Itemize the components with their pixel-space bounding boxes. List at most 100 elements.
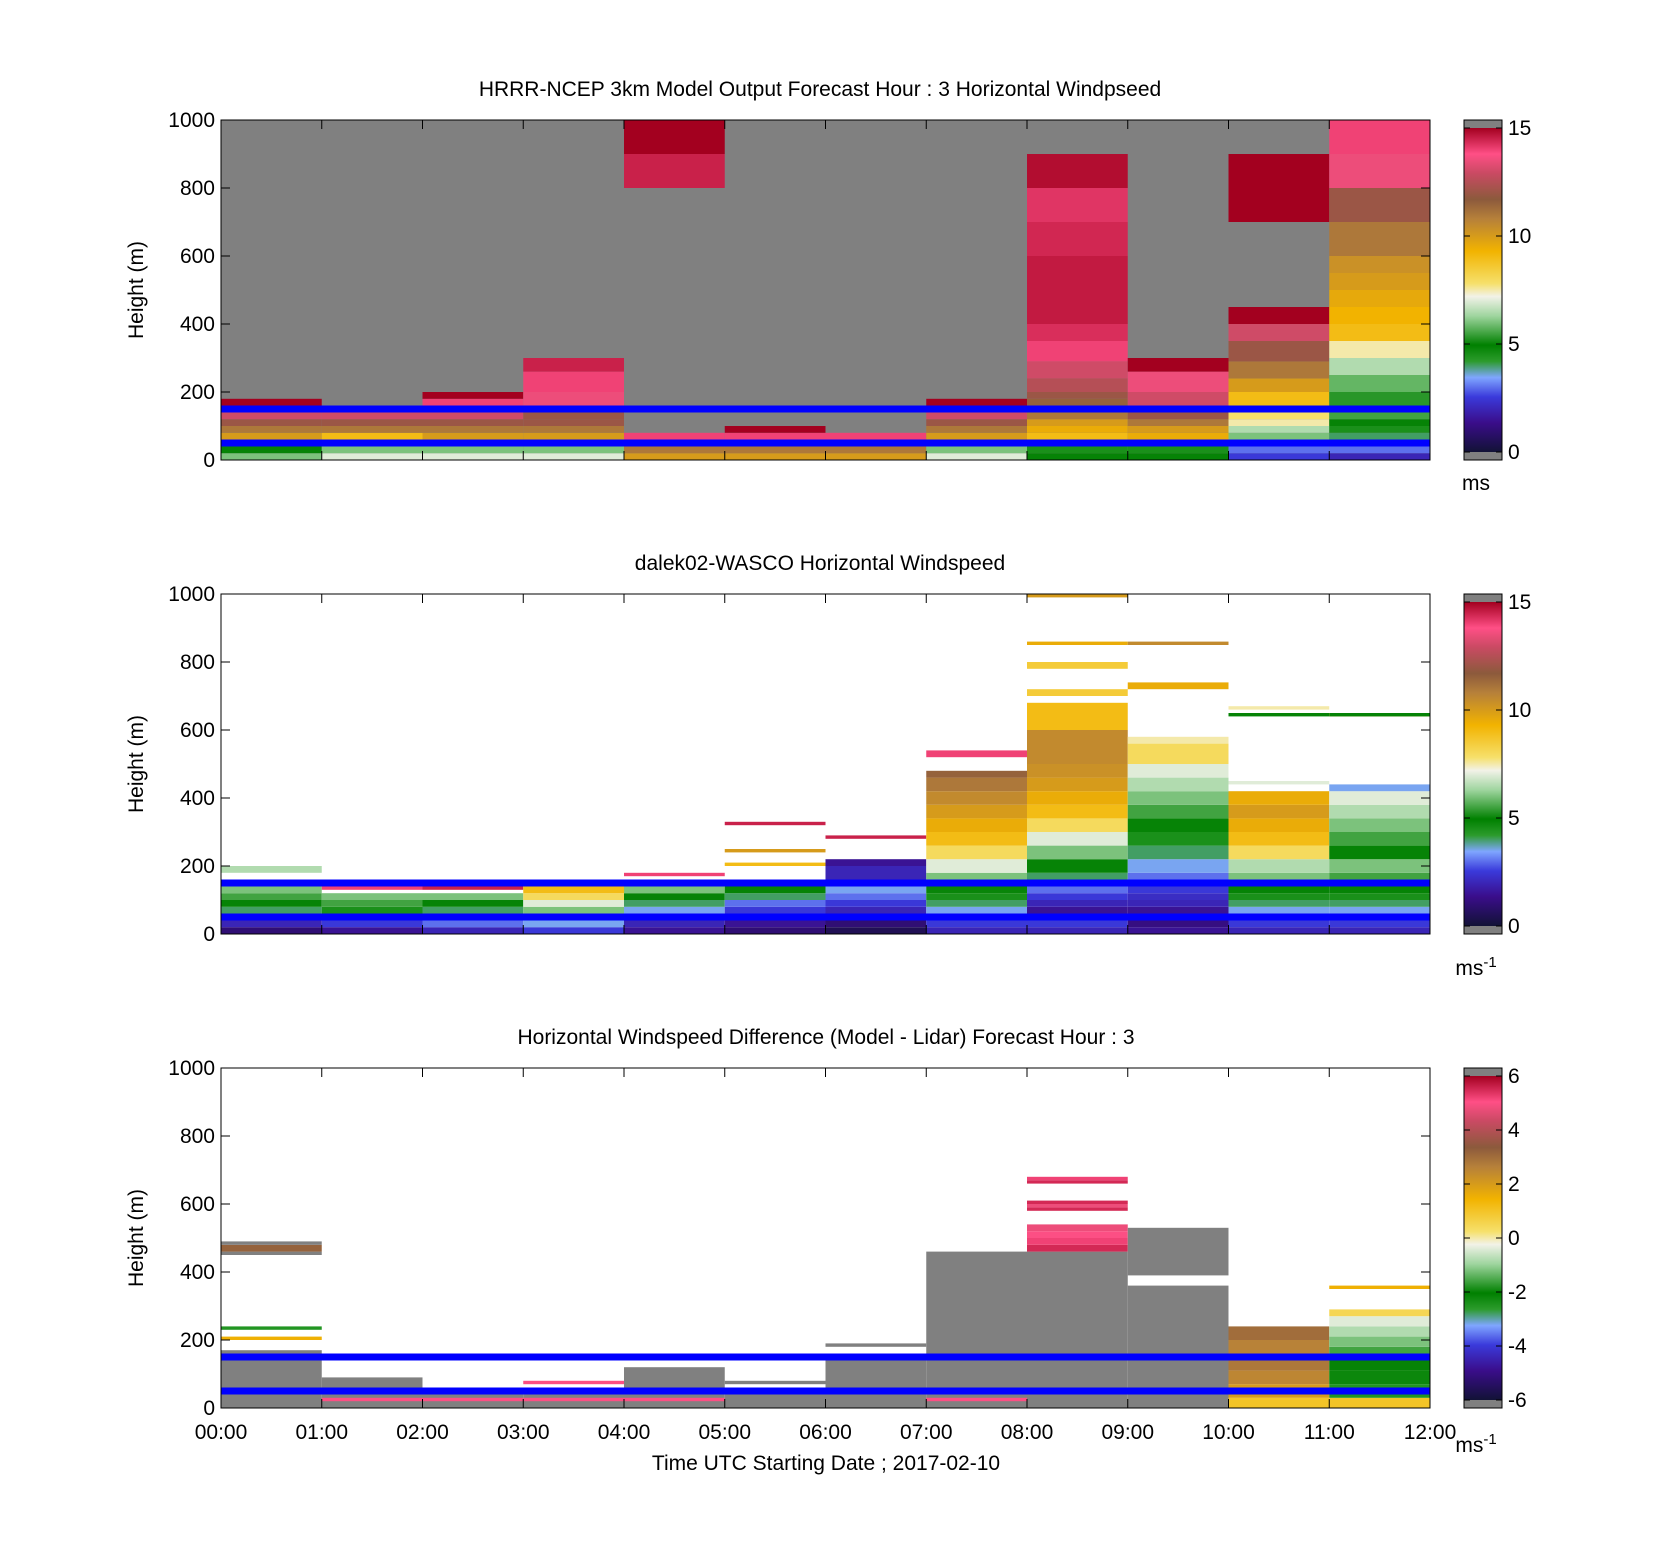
heatmap-cell (1027, 886, 1128, 894)
heatmap-cell (1127, 743, 1229, 764)
x-tick-label: 03:00 (497, 1421, 550, 1444)
heatmap-cell (825, 900, 927, 907)
colorbar: 0 5 10 15 (1463, 117, 1531, 464)
heatmap-cell (523, 893, 624, 900)
heatmap-cell (1027, 1231, 1128, 1238)
heatmap-cell (926, 791, 1027, 805)
heatmap-cell (221, 920, 322, 928)
colorbar-tick-label: 5 (1508, 807, 1520, 830)
colorbar-tick-label: 6 (1508, 1065, 1520, 1088)
heatmap-cell (1027, 818, 1128, 832)
heatmap-cell (926, 750, 1027, 758)
heatmap-cell (1027, 1176, 1128, 1181)
heatmap-cell (422, 412, 524, 420)
heatmap-cell (1329, 307, 1430, 324)
plot-area: 0 200 400 600 800 1000 (168, 583, 1431, 946)
heatmap-cell (523, 392, 624, 406)
heatmap-cell (422, 886, 524, 890)
heatmap-cell (1329, 832, 1430, 846)
heatmap-cell (1127, 920, 1229, 928)
heatmap-cell (1027, 1204, 1128, 1208)
heatmap-cell (1127, 791, 1229, 805)
heatmap-cell (1228, 446, 1330, 454)
x-axis-label: Time UTC Starting Date ; 2017-02-10 (652, 1452, 1000, 1475)
heatmap-cell (1127, 927, 1229, 934)
heatmap-cell (321, 453, 423, 460)
heatmap-cell (221, 866, 322, 873)
time-column (1127, 1227, 1229, 1408)
heatmap-cell (1329, 1309, 1430, 1317)
heatmap-cell (825, 866, 927, 880)
heatmap-cell (1228, 804, 1330, 819)
heatmap-cell (1027, 446, 1128, 454)
colorbar-unit: ms (1462, 472, 1490, 495)
heatmap-cell (221, 893, 322, 900)
heatmap-cell (825, 835, 927, 839)
colorbar-gradient (1464, 602, 1502, 926)
heatmap-cell (221, 1251, 322, 1255)
heatmap-cell (624, 872, 725, 877)
heatmap-cell (1329, 1346, 1430, 1357)
heatmap-cell (221, 1326, 322, 1330)
heatmap-cell (1027, 378, 1128, 392)
heatmap-cell (1228, 713, 1330, 717)
heatmap-cell (1329, 784, 1430, 792)
heatmap-cell (523, 426, 624, 433)
colorbar-tick-label: 10 (1508, 225, 1531, 248)
heatmap-cell (825, 432, 927, 440)
heatmap-cell (221, 1336, 322, 1340)
heatmap-cell (724, 893, 826, 900)
heatmap-cell (523, 419, 624, 426)
heatmap-cell (321, 920, 423, 928)
heatmap-cell (1127, 446, 1229, 454)
heatmap-cell (724, 453, 826, 460)
heatmap-cell (724, 849, 826, 853)
x-tick-label: 06:00 (799, 1421, 852, 1444)
heatmap-cell (321, 927, 423, 934)
heatmap-cell (1027, 777, 1128, 792)
heatmap-cell (624, 893, 725, 900)
x-tick-label: 00:00 (195, 1421, 248, 1444)
y-tick-label: 200 (180, 855, 215, 878)
x-tick-label: 09:00 (1101, 1421, 1154, 1444)
time-column (1228, 154, 1330, 460)
heatmap-cell (1329, 845, 1430, 860)
heatmap-cell (1228, 832, 1330, 846)
time-column (1127, 641, 1229, 934)
heatmap-cell (1329, 222, 1430, 256)
colorbar-unit: ms-1 (1455, 1431, 1496, 1458)
heatmap-cell (1329, 804, 1430, 819)
heatmap-cell (321, 446, 423, 454)
x-tick-label: 04:00 (598, 1421, 651, 1444)
heatmap-cell (1027, 419, 1128, 426)
heatmap-cell (1127, 804, 1229, 819)
heatmap-cell (1329, 1336, 1430, 1347)
heatmap-cell (422, 398, 524, 406)
heatmap-cell (1127, 736, 1229, 744)
heatmap-cell (1329, 791, 1430, 805)
heatmap-cell (1228, 361, 1330, 379)
heatmap-cell (1329, 713, 1430, 717)
y-tick-label: 200 (180, 1329, 215, 1352)
x-tick-label: 10:00 (1202, 1421, 1255, 1444)
heatmap-cell (523, 446, 624, 454)
heatmap-cell (1329, 426, 1430, 433)
heatmap-cell (1127, 832, 1229, 846)
heatmap-cell (1027, 764, 1128, 778)
panel-title: dalek02-WASCO Horizontal Windspeed (635, 552, 1005, 575)
heatmap-cell (926, 893, 1027, 900)
heatmap-cell (926, 906, 1027, 914)
colorbar-cap (1464, 926, 1502, 934)
x-tick-labels: 00:00 01:00 02:00 03:00 04:00 05:00 06:00 07:00… (195, 1421, 1457, 1444)
heatmap-cell (523, 432, 624, 440)
heatmap-cell (1027, 426, 1128, 433)
heatmap-cell (1228, 1326, 1330, 1340)
heatmap-cell (1329, 358, 1430, 375)
heatmap-cell (1127, 371, 1229, 392)
heatmap-cell (1127, 764, 1229, 778)
heatmap-cell (422, 906, 524, 914)
heatmap-cell (221, 426, 322, 433)
heatmap-cell (321, 419, 423, 426)
y-tick-label: 1000 (168, 1057, 215, 1080)
